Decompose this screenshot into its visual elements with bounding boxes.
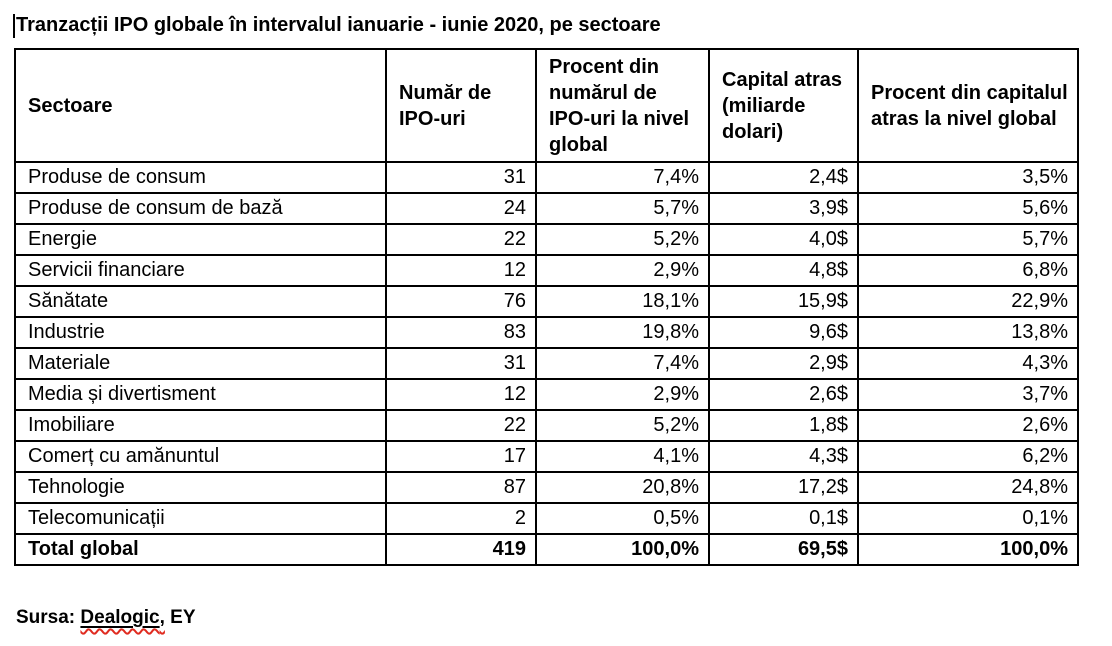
value-cell: 12 (385, 378, 537, 411)
value-cell: 100,0% (535, 533, 710, 566)
source-rest: EY (164, 607, 196, 628)
sector-cell: Materiale (14, 347, 387, 380)
value-cell: 12 (385, 254, 537, 287)
value-cell: 4,3$ (708, 440, 859, 473)
value-cell: 2,9% (535, 378, 710, 411)
sector-cell: Energie (14, 223, 387, 256)
value-cell: 2,9$ (708, 347, 859, 380)
table-row: Comerț cu amănuntul 17 4,1% 4,3$ 6,2% (14, 440, 1079, 473)
sector-cell: Telecomunicații (14, 502, 387, 535)
spellcheck-underline: Dealogic, (80, 607, 164, 628)
value-cell: 31 (385, 161, 537, 194)
value-cell: 2,6% (857, 409, 1079, 442)
sector-cell: Industrie (14, 316, 387, 349)
table-row: Imobiliare 22 5,2% 1,8$ 2,6% (14, 409, 1079, 442)
value-cell: 5,7% (535, 192, 710, 225)
value-cell: 2,6$ (708, 378, 859, 411)
total-row: Total global 419 100,0% 69,5$ 100,0% (14, 533, 1079, 566)
value-cell: 4,8$ (708, 254, 859, 287)
value-cell: 15,9$ (708, 285, 859, 318)
value-cell: 22 (385, 409, 537, 442)
sector-cell: Total global (14, 533, 387, 566)
value-cell: 4,3% (857, 347, 1079, 380)
value-cell: 20,8% (535, 471, 710, 504)
value-cell: 13,8% (857, 316, 1079, 349)
value-cell: 17 (385, 440, 537, 473)
value-cell: 1,8$ (708, 409, 859, 442)
page-title: Tranzacții IPO globale în intervalul ian… (16, 14, 661, 36)
table-row: Materiale 31 7,4% 2,9$ 4,3% (14, 347, 1079, 380)
value-cell: 2 (385, 502, 537, 535)
value-cell: 5,7% (857, 223, 1079, 256)
value-cell: 6,2% (857, 440, 1079, 473)
table-row: Tehnologie 87 20,8% 17,2$ 24,8% (14, 471, 1079, 504)
table-row: Media și divertisment 12 2,9% 2,6$ 3,7% (14, 378, 1079, 411)
value-cell: 83 (385, 316, 537, 349)
value-cell: 7,4% (535, 161, 710, 194)
value-cell: 0,1$ (708, 502, 859, 535)
value-cell: 22 (385, 223, 537, 256)
source-comma: , (159, 607, 165, 628)
table-row: Produse de consum 31 7,4% 2,4$ 3,5% (14, 161, 1079, 194)
table-row: Telecomunicații 2 0,5% 0,1$ 0,1% (14, 502, 1079, 535)
value-cell: 76 (385, 285, 537, 318)
column-header: Capital atras (miliarde dolari) (708, 48, 859, 163)
column-header: Procent din numărul de IPO-uri la nivel … (535, 48, 710, 163)
sector-cell: Servicii financiare (14, 254, 387, 287)
text-cursor (13, 14, 15, 38)
sector-cell: Media și divertisment (14, 378, 387, 411)
value-cell: 100,0% (857, 533, 1079, 566)
value-cell: 5,6% (857, 192, 1079, 225)
source-label: Sursa: (16, 607, 81, 628)
value-cell: 17,2$ (708, 471, 859, 504)
value-cell: 19,8% (535, 316, 710, 349)
value-cell: 2,4$ (708, 161, 859, 194)
value-cell: 0,1% (857, 502, 1079, 535)
sector-cell: Produse de consum (14, 161, 387, 194)
value-cell: 5,2% (535, 223, 710, 256)
table-row: Produse de consum de bază 24 5,7% 3,9$ 5,6% (14, 192, 1079, 225)
sector-cell: Produse de consum de bază (14, 192, 387, 225)
value-cell: 31 (385, 347, 537, 380)
value-cell: 419 (385, 533, 537, 566)
value-cell: 24,8% (857, 471, 1079, 504)
table-row: Energie 22 5,2% 4,0$ 5,7% (14, 223, 1079, 256)
column-header: Număr de IPO-uri (385, 48, 537, 163)
table-row: Industrie 83 19,8% 9,6$ 13,8% (14, 316, 1079, 349)
value-cell: 6,8% (857, 254, 1079, 287)
table-row: Servicii financiare 12 2,9% 4,8$ 6,8% (14, 254, 1079, 287)
value-cell: 4,1% (535, 440, 710, 473)
sector-cell: Imobiliare (14, 409, 387, 442)
source-note: Sursa: Dealogic, EY (16, 605, 196, 631)
ipo-sectors-table: Sectoare Număr de IPO-uri Procent din numă… (14, 48, 1079, 566)
table-row: Sănătate 76 18,1% 15,9$ 22,9% (14, 285, 1079, 318)
sector-cell: Comerț cu amănuntul (14, 440, 387, 473)
value-cell: 0,5% (535, 502, 710, 535)
value-cell: 69,5$ (708, 533, 859, 566)
value-cell: 3,9$ (708, 192, 859, 225)
value-cell: 3,7% (857, 378, 1079, 411)
value-cell: 87 (385, 471, 537, 504)
value-cell: 9,6$ (708, 316, 859, 349)
value-cell: 5,2% (535, 409, 710, 442)
value-cell: 7,4% (535, 347, 710, 380)
source-name: Dealogic (80, 607, 160, 628)
column-header: Procent din capitalul atras la nivel glo… (857, 48, 1079, 163)
value-cell: 18,1% (535, 285, 710, 318)
sector-cell: Tehnologie (14, 471, 387, 504)
value-cell: 2,9% (535, 254, 710, 287)
value-cell: 3,5% (857, 161, 1079, 194)
value-cell: 22,9% (857, 285, 1079, 318)
value-cell: 24 (385, 192, 537, 225)
header-row: Sectoare Număr de IPO-uri Procent din numă… (14, 48, 1079, 163)
value-cell: 4,0$ (708, 223, 859, 256)
sector-cell: Sănătate (14, 285, 387, 318)
column-header: Sectoare (14, 48, 387, 163)
table-body: Produse de consum 31 7,4% 2,4$ 3,5% Produse d… (14, 161, 1079, 566)
